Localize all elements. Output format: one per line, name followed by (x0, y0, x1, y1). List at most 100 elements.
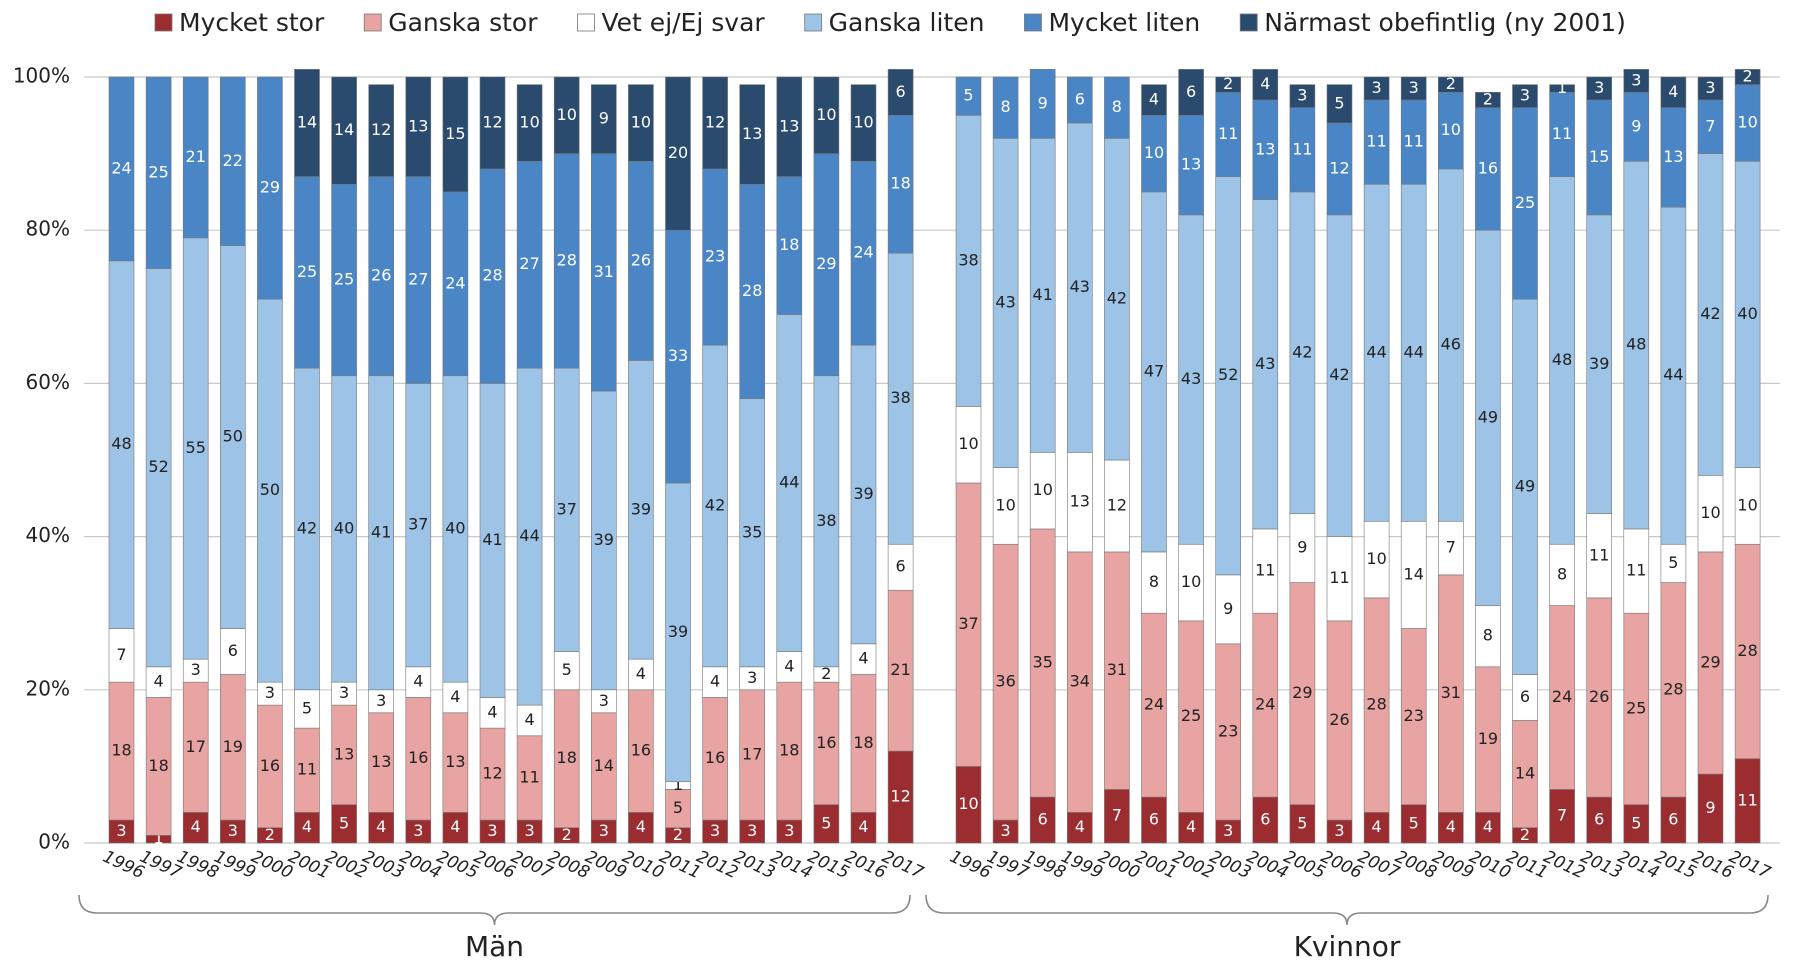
bar-segment (1475, 812, 1501, 844)
value-label: 9 (1705, 798, 1715, 817)
value-label: 3 (116, 821, 126, 840)
bar-segment (1029, 796, 1056, 844)
bar-segment (182, 812, 209, 844)
bar-segment (1512, 674, 1538, 721)
bar-segment (1438, 812, 1464, 844)
value-label: 11 (1404, 132, 1424, 151)
bar-segment (590, 153, 617, 392)
value-label: 3 (1297, 86, 1307, 105)
value-label: 47 (1144, 361, 1164, 380)
value-label: 13 (371, 752, 391, 771)
value-label: 4 (858, 817, 868, 836)
bar-segment (294, 812, 320, 844)
value-label: 4 (1149, 89, 1159, 108)
value-label: 10 (1033, 480, 1053, 499)
bar-segment (1141, 84, 1167, 116)
bar-segment (628, 160, 654, 361)
bar-segment (1215, 92, 1241, 177)
legend-label: Ganska liten (829, 8, 985, 37)
value-label: 42 (1329, 365, 1349, 384)
bar-segment (887, 750, 914, 844)
value-label: 43 (1181, 369, 1201, 388)
value-label: 25 (148, 162, 168, 181)
value-label: 40 (334, 518, 354, 537)
bar-segment (1734, 84, 1761, 162)
bar-segment (1104, 789, 1130, 844)
value-label: 43 (1070, 277, 1090, 296)
value-label: 28 (1663, 679, 1683, 698)
value-label: 12 (1107, 495, 1127, 514)
bar-segment (1586, 513, 1612, 599)
value-label: 5 (673, 798, 683, 817)
bar-segment (1029, 69, 1056, 139)
bar-segment (887, 69, 914, 116)
bar-segment (702, 666, 728, 698)
value-label: 6 (228, 641, 238, 660)
bar-segment (1104, 459, 1130, 553)
bar-segment (1363, 597, 1390, 813)
bar-segment (850, 84, 877, 162)
bar-segment (1623, 612, 1650, 806)
value-label: 20 (668, 143, 688, 162)
bar-segment (992, 467, 1019, 545)
legend-label: Mycket liten (1048, 8, 1200, 37)
value-label: 24 (445, 273, 465, 292)
value-label: 1 (673, 775, 683, 794)
bar-segment (850, 812, 877, 844)
bar-segment (1178, 620, 1204, 813)
value-label: 39 (594, 530, 614, 549)
value-label: 2 (265, 825, 275, 844)
bar-segment (1438, 92, 1464, 170)
bar-segment (1363, 183, 1390, 522)
bar-segment (220, 76, 246, 246)
bar-segment (108, 76, 135, 262)
bar-segment (665, 789, 691, 828)
value-label: 49 (1478, 407, 1498, 426)
bar-segment (1475, 107, 1501, 231)
value-label: 6 (1594, 810, 1604, 829)
bar-segment (108, 681, 135, 821)
bar-segment (628, 812, 654, 844)
bar-segment (1623, 160, 1650, 530)
y-tick-label: 100% (13, 64, 70, 88)
value-label: 35 (1033, 652, 1053, 671)
value-label: 3 (487, 821, 497, 840)
value-label: 28 (1366, 695, 1386, 714)
value-label: 1 (154, 829, 164, 848)
value-label: 40 (1737, 304, 1757, 323)
value-label: 4 (1186, 817, 1196, 836)
bar-segment (182, 76, 209, 239)
value-label: 28 (482, 266, 502, 285)
bar-segment (1475, 92, 1501, 108)
bar-segment (257, 704, 283, 828)
bar-segment (1363, 76, 1390, 101)
value-label: 2 (1223, 74, 1233, 93)
value-label: 26 (1329, 710, 1349, 729)
value-label: 2 (1520, 825, 1530, 844)
value-label: 23 (1218, 721, 1238, 740)
value-label: 43 (995, 292, 1015, 311)
value-label: 8 (1557, 564, 1567, 583)
value-label: 22 (223, 151, 243, 170)
bar-segment (405, 176, 432, 384)
value-label: 9 (1038, 93, 1048, 112)
value-label: 13 (1255, 139, 1275, 158)
bar-segment (516, 704, 543, 737)
value-label: 25 (1515, 193, 1535, 212)
value-label: 39 (668, 622, 688, 641)
value-label: 4 (636, 817, 646, 836)
bar-segment (1029, 452, 1056, 530)
bar-segment (1697, 551, 1724, 775)
bar-segment (1326, 84, 1353, 124)
bar-segment (1660, 206, 1687, 545)
bar-segment (1215, 76, 1241, 93)
value-label: 27 (519, 254, 539, 273)
bar-segment (1660, 107, 1687, 208)
bar-segment (813, 375, 840, 668)
value-label: 29 (1700, 652, 1720, 671)
value-label: 5 (339, 813, 349, 832)
value-label: 10 (1144, 143, 1164, 162)
bar-segment (1660, 76, 1687, 108)
value-label: 5 (1334, 93, 1344, 112)
value-label: 4 (1446, 817, 1456, 836)
